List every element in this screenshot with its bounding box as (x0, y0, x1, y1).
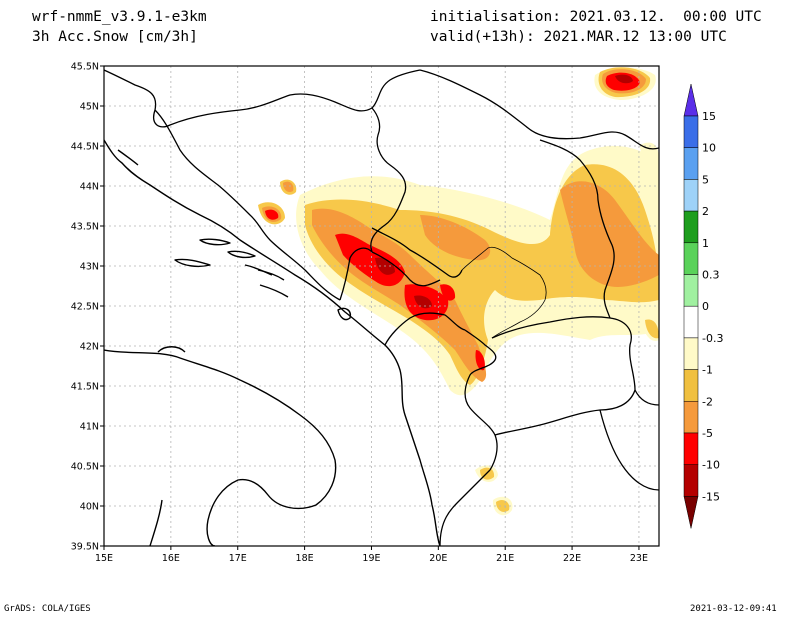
border (370, 107, 407, 253)
init-time: initialisation: 2021.03.12. 00:00 UTC (430, 9, 762, 25)
bay-of-kotor (337, 307, 352, 321)
colorbar-label: 1 (702, 237, 709, 250)
colorbar-swatch (683, 179, 699, 212)
border (384, 312, 466, 346)
italy-coastline (104, 349, 337, 546)
y-axis: 39.5N 40N 40.5N 41N 41.5N 42N 42.5N 43N 43.5N 44N… (71, 62, 104, 553)
colorbar-label: -15 (702, 490, 720, 503)
colorbar-label: -1 (702, 364, 713, 377)
colorbar-swatch (683, 432, 699, 465)
island (227, 250, 256, 259)
island (174, 258, 211, 268)
snow-extreme-area (414, 295, 432, 309)
colorbar-label: -0.3 (702, 332, 723, 345)
border (599, 409, 659, 491)
y-tick-label: 40N (80, 502, 99, 513)
y-tick-label: 44N (80, 182, 99, 193)
colorbar-label: -5 (702, 427, 713, 440)
x-tick-label: 20E (429, 553, 447, 564)
snow-high-area (440, 284, 456, 301)
y-tick-label: 43.5N (71, 222, 99, 233)
render-timestamp: 2021-03-12-09:41 (690, 604, 777, 614)
colorbar-swatch (683, 115, 699, 148)
colorbar-swatch (683, 464, 699, 497)
x-tick-label: 22E (563, 553, 581, 564)
snow-low-area (645, 319, 659, 339)
snow-extreme-area (615, 74, 633, 84)
y-tick-label: 43N (80, 262, 99, 273)
colorbar-swatch (683, 337, 699, 370)
coastlines (104, 139, 441, 546)
colorbar-swatch (683, 305, 699, 339)
field-title: 3h Acc.Snow [cm/3h] (32, 29, 198, 45)
colorbar-label: 2 (702, 205, 709, 218)
border (371, 227, 463, 278)
x-tick-label: 16E (162, 553, 180, 564)
island (199, 238, 231, 246)
snow-field (258, 67, 659, 516)
colorbar-swatch (683, 242, 699, 275)
border (154, 109, 341, 301)
colorbar-bottom-arrow (683, 496, 699, 529)
valid-time: valid(+13h): 2021.MAR.12 13:00 UTC (430, 29, 727, 45)
border (491, 316, 636, 436)
snow-mid-area (560, 181, 659, 287)
border (339, 247, 441, 301)
lat-lon-grid (104, 66, 659, 546)
x-tick-label: 17E (229, 553, 247, 564)
border (634, 389, 659, 406)
colorbar-swatch (683, 147, 699, 180)
x-tick-label: 21E (496, 553, 514, 564)
island (117, 149, 139, 166)
colorbar-label: 15 (702, 110, 716, 123)
y-tick-label: 42N (80, 342, 99, 353)
x-tick-label: 15E (95, 553, 113, 564)
colorbar-label: 10 (702, 142, 716, 155)
y-tick-label: 40.5N (71, 462, 99, 473)
y-tick-label: 44.5N (71, 142, 99, 153)
border (104, 69, 421, 128)
colorbar-swatch (683, 210, 699, 244)
y-tick-label: 42.5N (71, 302, 99, 313)
colorbar-label: -2 (702, 395, 713, 408)
snow-mid-area (283, 181, 294, 193)
y-tick-label: 45.5N (71, 62, 99, 73)
x-axis: 15E 16E 17E 18E 19E 20E 21E 22E 23E (95, 546, 648, 564)
border (539, 139, 615, 319)
italy-heel (149, 499, 163, 546)
country-borders (104, 69, 659, 546)
gargano-coast (157, 346, 186, 353)
x-tick-label: 18E (296, 553, 314, 564)
colorbar-swatch (683, 274, 699, 307)
y-tick-label: 45N (80, 102, 99, 113)
kosovo-border (461, 246, 547, 339)
y-tick-label: 41N (80, 422, 99, 433)
colorbar: 15 10 5 2 1 0.3 0 -0.3 -1 -2 -5 -10 -15 (683, 83, 723, 529)
snow-high-area (475, 350, 485, 371)
x-tick-label: 19E (362, 553, 380, 564)
island (244, 264, 273, 276)
colorbar-label: 0 (702, 300, 709, 313)
snow-low-area (496, 499, 510, 513)
border (439, 469, 491, 546)
x-tick-label: 23E (630, 553, 648, 564)
y-tick-label: 41.5N (71, 382, 99, 393)
adriatic-east-coast (104, 139, 441, 546)
island (259, 284, 289, 298)
colorbar-swatch (683, 401, 699, 434)
colorbar-top-arrow (683, 83, 699, 117)
colorbar-label: 0.3 (702, 269, 720, 282)
snow-mid-area (420, 215, 491, 261)
snow-high-area (265, 209, 279, 220)
colorbar-label: 5 (702, 173, 709, 186)
model-title: wrf-nmmE_v3.9.1-e3km (32, 9, 207, 25)
colorbar-label: -10 (702, 459, 720, 472)
border (419, 69, 659, 150)
colorbar-swatch (683, 369, 699, 402)
y-tick-label: 39.5N (71, 542, 99, 553)
software-credit: GrADS: COLA/IGES (4, 604, 91, 614)
